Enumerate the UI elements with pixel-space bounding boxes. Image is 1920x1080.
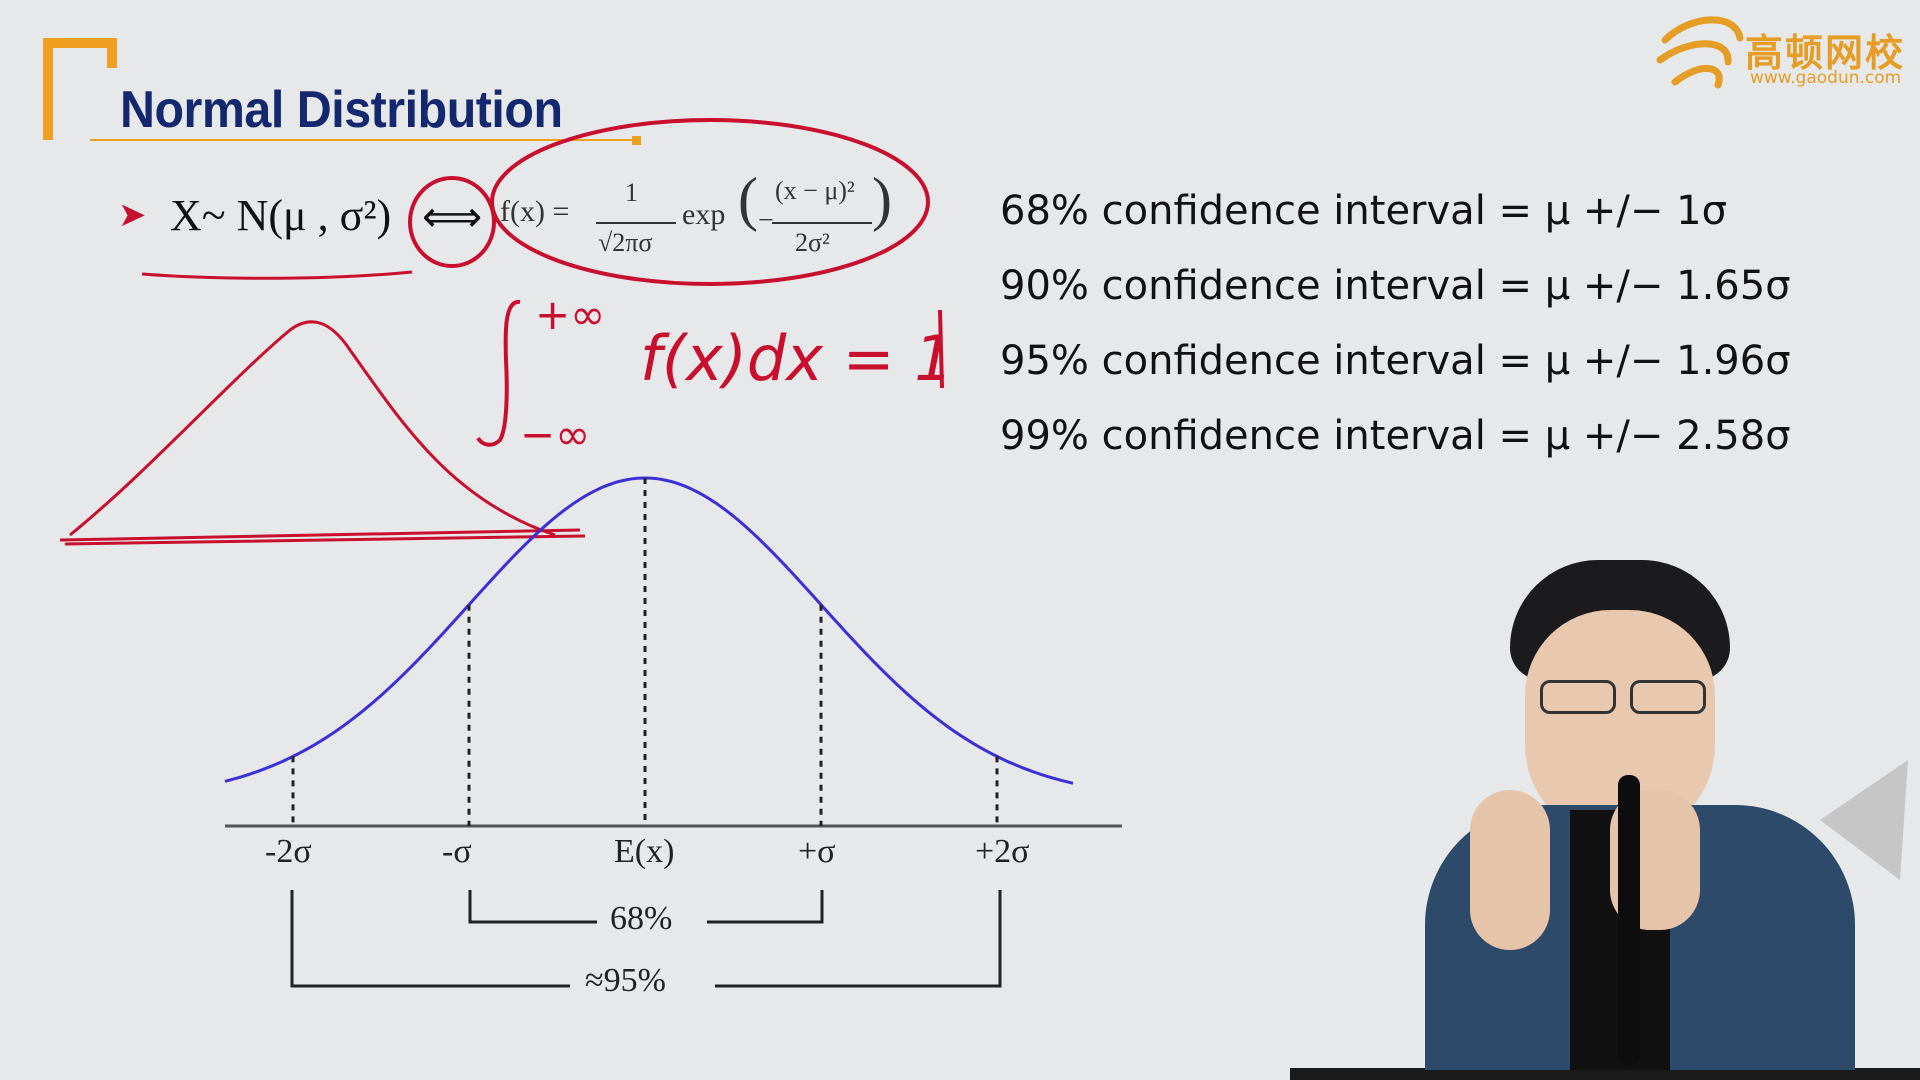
bracket-68 <box>468 890 824 924</box>
distribution-notation: X~ N(μ , σ²) <box>170 191 392 240</box>
handwritten-one <box>938 309 944 389</box>
confidence-interval-90: 90% confidence interval = μ +/− 1.65σ <box>1000 263 1791 309</box>
microphone-icon <box>1618 775 1640 1065</box>
handwritten-integral-lower: −∞ <box>520 410 591 459</box>
pdf-denominator: √2πσ <box>598 228 653 257</box>
presenter-glasses-left <box>1540 680 1616 714</box>
pdf-right-paren: ) <box>872 166 892 232</box>
pdf-exp-denominator: 2σ² <box>795 228 830 257</box>
handwritten-ellipse-formula <box>490 118 930 286</box>
pdf-lhs: f(x) = <box>500 195 570 228</box>
confidence-interval-95: 95% confidence interval = μ +/− 1.96σ <box>1000 338 1791 384</box>
logo-text: 高顿网校 <box>1745 31 1906 75</box>
presenter-video <box>1400 560 1880 1070</box>
pdf-exp-fraction-bar <box>772 222 872 224</box>
desk-bar <box>1290 1068 1920 1080</box>
equivalence-arrow-icon: ⟺ <box>422 192 483 241</box>
pdf-left-paren: ( <box>738 166 758 232</box>
logo-url: www.gaodun.com <box>1750 68 1902 88</box>
background-arrow-shape <box>1820 760 1908 880</box>
axis-label-minus-sigma: -σ <box>442 833 472 870</box>
handwritten-baseline <box>59 528 586 546</box>
axis-label-mean: E(x) <box>614 833 675 870</box>
bracket-label-68: 68% <box>610 900 673 937</box>
pdf-numerator: 1 <box>625 178 638 207</box>
bracket-95 <box>290 890 1002 988</box>
pdf-minus: − <box>758 205 774 236</box>
bullet-arrow-icon: ➤ <box>118 195 147 235</box>
axis-label-minus-2sigma: -2σ <box>265 833 312 870</box>
axis-label-plus-2sigma: +2σ <box>975 833 1030 870</box>
gaodun-logo-icon <box>1656 16 1744 89</box>
pdf-exp: exp <box>682 198 726 231</box>
handwritten-underline <box>141 270 413 280</box>
confidence-interval-68: 68% confidence interval = μ +/− 1σ <box>1000 188 1727 234</box>
normal-curve <box>224 476 1074 785</box>
pdf-fraction-bar <box>596 222 676 224</box>
pdf-exp-numerator: (x − μ)² <box>775 176 855 205</box>
title-corner-bracket <box>43 38 117 140</box>
page-title: Normal Distribution <box>120 81 563 139</box>
handwritten-bell-curve <box>69 320 556 537</box>
handwritten-integral-sign <box>476 300 521 447</box>
presenter-hand-left <box>1470 790 1550 950</box>
axis-label-plus-sigma: +σ <box>798 833 836 870</box>
presenter-glasses-right <box>1630 680 1706 714</box>
bracket-label-95: ≈95% <box>585 962 666 999</box>
handwritten-integral-upper: +∞ <box>535 290 606 339</box>
confidence-interval-99: 99% confidence interval = μ +/− 2.58σ <box>1000 413 1791 459</box>
title-underline-dot <box>632 136 641 145</box>
handwritten-circle-arrow <box>408 176 496 268</box>
handwritten-integral-body: f(x)dx = 1 <box>640 322 954 395</box>
